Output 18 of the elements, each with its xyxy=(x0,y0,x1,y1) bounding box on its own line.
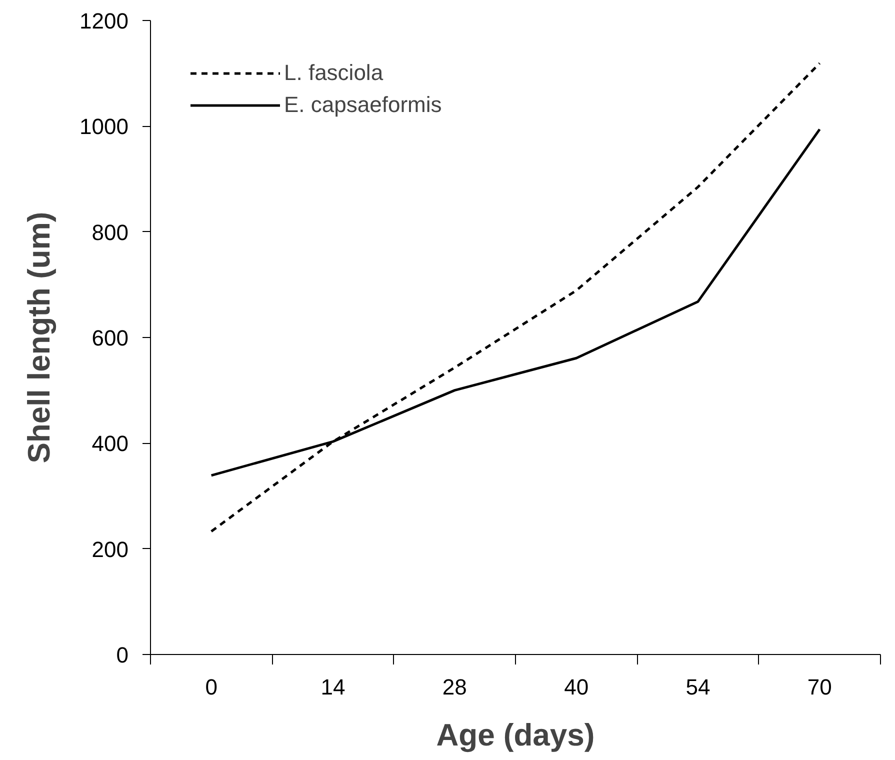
x-tick-label: 54 xyxy=(686,674,710,700)
legend-label: E. capsaeformis xyxy=(284,92,442,118)
y-tick-label: 200 xyxy=(92,536,129,562)
y-tick-label: 400 xyxy=(92,431,129,456)
y-axis-title: Shell length (um) xyxy=(22,212,57,464)
y-tick-label: 0 xyxy=(116,642,129,668)
x-axis-title: Age (days) xyxy=(436,718,595,752)
legend-label: L. fasciola xyxy=(284,60,384,86)
x-tick-label: 14 xyxy=(320,674,346,700)
y-tick-label: 800 xyxy=(92,220,129,245)
line-series xyxy=(210,62,821,533)
y-tick-label: 1200 xyxy=(80,8,129,34)
y-tick-label: 1000 xyxy=(80,114,129,140)
x-tick-label: 28 xyxy=(442,674,467,700)
x-tick-label: 70 xyxy=(807,674,832,700)
y-tick-label: 600 xyxy=(92,326,129,350)
x-tick-label: 40 xyxy=(564,674,589,700)
x-tick-label: 0 xyxy=(205,674,218,700)
